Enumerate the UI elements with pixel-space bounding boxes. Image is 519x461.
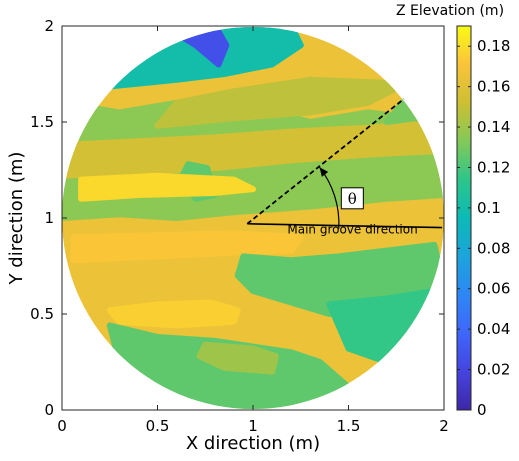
- colorbar: 0 0.02 0.04 0.06 0.08 0.1 0.12 0.14 0.16 0.18 Z E…: [396, 3, 510, 419]
- theta-box: [340, 187, 364, 210]
- colorbar-tick-label: 0.12: [477, 158, 510, 176]
- colorbar-tick-label: 0.04: [477, 320, 510, 338]
- colorbar-ticks: 0 0.02 0.04 0.06 0.08 0.1 0.12 0.14 0.16 0.18: [457, 37, 510, 419]
- colorbar-tick-label: 0.02: [477, 361, 510, 379]
- main-groove-label: Main groove direction: [287, 222, 417, 236]
- x-axis-label: X direction (m): [186, 433, 320, 454]
- annotations: Main groove direction θ: [246, 98, 443, 236]
- colorbar-tick-label: 0.1: [477, 199, 501, 217]
- angle-dashed-line: [246, 98, 405, 225]
- colorbar-tick-label: 0.06: [477, 280, 510, 298]
- y-tick-label: 0.5: [30, 305, 54, 323]
- x-axis: 0 0.5 1 1.5 2: [57, 26, 449, 435]
- elevation-region-1: [62, 119, 444, 179]
- y-tick-label: 1.5: [30, 113, 54, 131]
- x-tick-label: 0.5: [146, 417, 170, 435]
- elevation-region-9: [106, 299, 241, 329]
- elevation-region-8: [70, 230, 304, 264]
- colorbar-tick-label: 0.08: [477, 239, 510, 257]
- elevation-region-13: [196, 341, 279, 375]
- colorbar-tick-label: 0.18: [477, 37, 510, 55]
- colorbar-gradient: [456, 25, 472, 411]
- colorbar-tick-label: 0: [477, 401, 487, 419]
- elevation-region-7: [78, 172, 256, 202]
- elevation-field: [62, 27, 444, 409]
- colorbar-tick-label: 0.14: [477, 118, 510, 136]
- angle-arrowhead: [319, 167, 329, 177]
- theta-label: θ: [348, 190, 357, 208]
- y-tick-label: 0: [44, 401, 54, 419]
- y-axis-label: Y direction (m): [6, 152, 27, 286]
- x-tick-label: 2: [439, 417, 449, 435]
- y-tick-label: 1: [44, 209, 54, 227]
- y-tick-label: 2: [44, 17, 54, 35]
- x-tick-label: 1.5: [337, 417, 361, 435]
- y-axis: 0 0.5 1 1.5 2: [30, 17, 444, 419]
- x-tick-label: 0: [57, 417, 67, 435]
- colorbar-tick-label: 0.16: [477, 78, 510, 96]
- colorbar-title: Z Elevation (m): [396, 3, 504, 19]
- main-groove-line: [247, 222, 443, 229]
- x-tick-label: 1: [248, 417, 258, 435]
